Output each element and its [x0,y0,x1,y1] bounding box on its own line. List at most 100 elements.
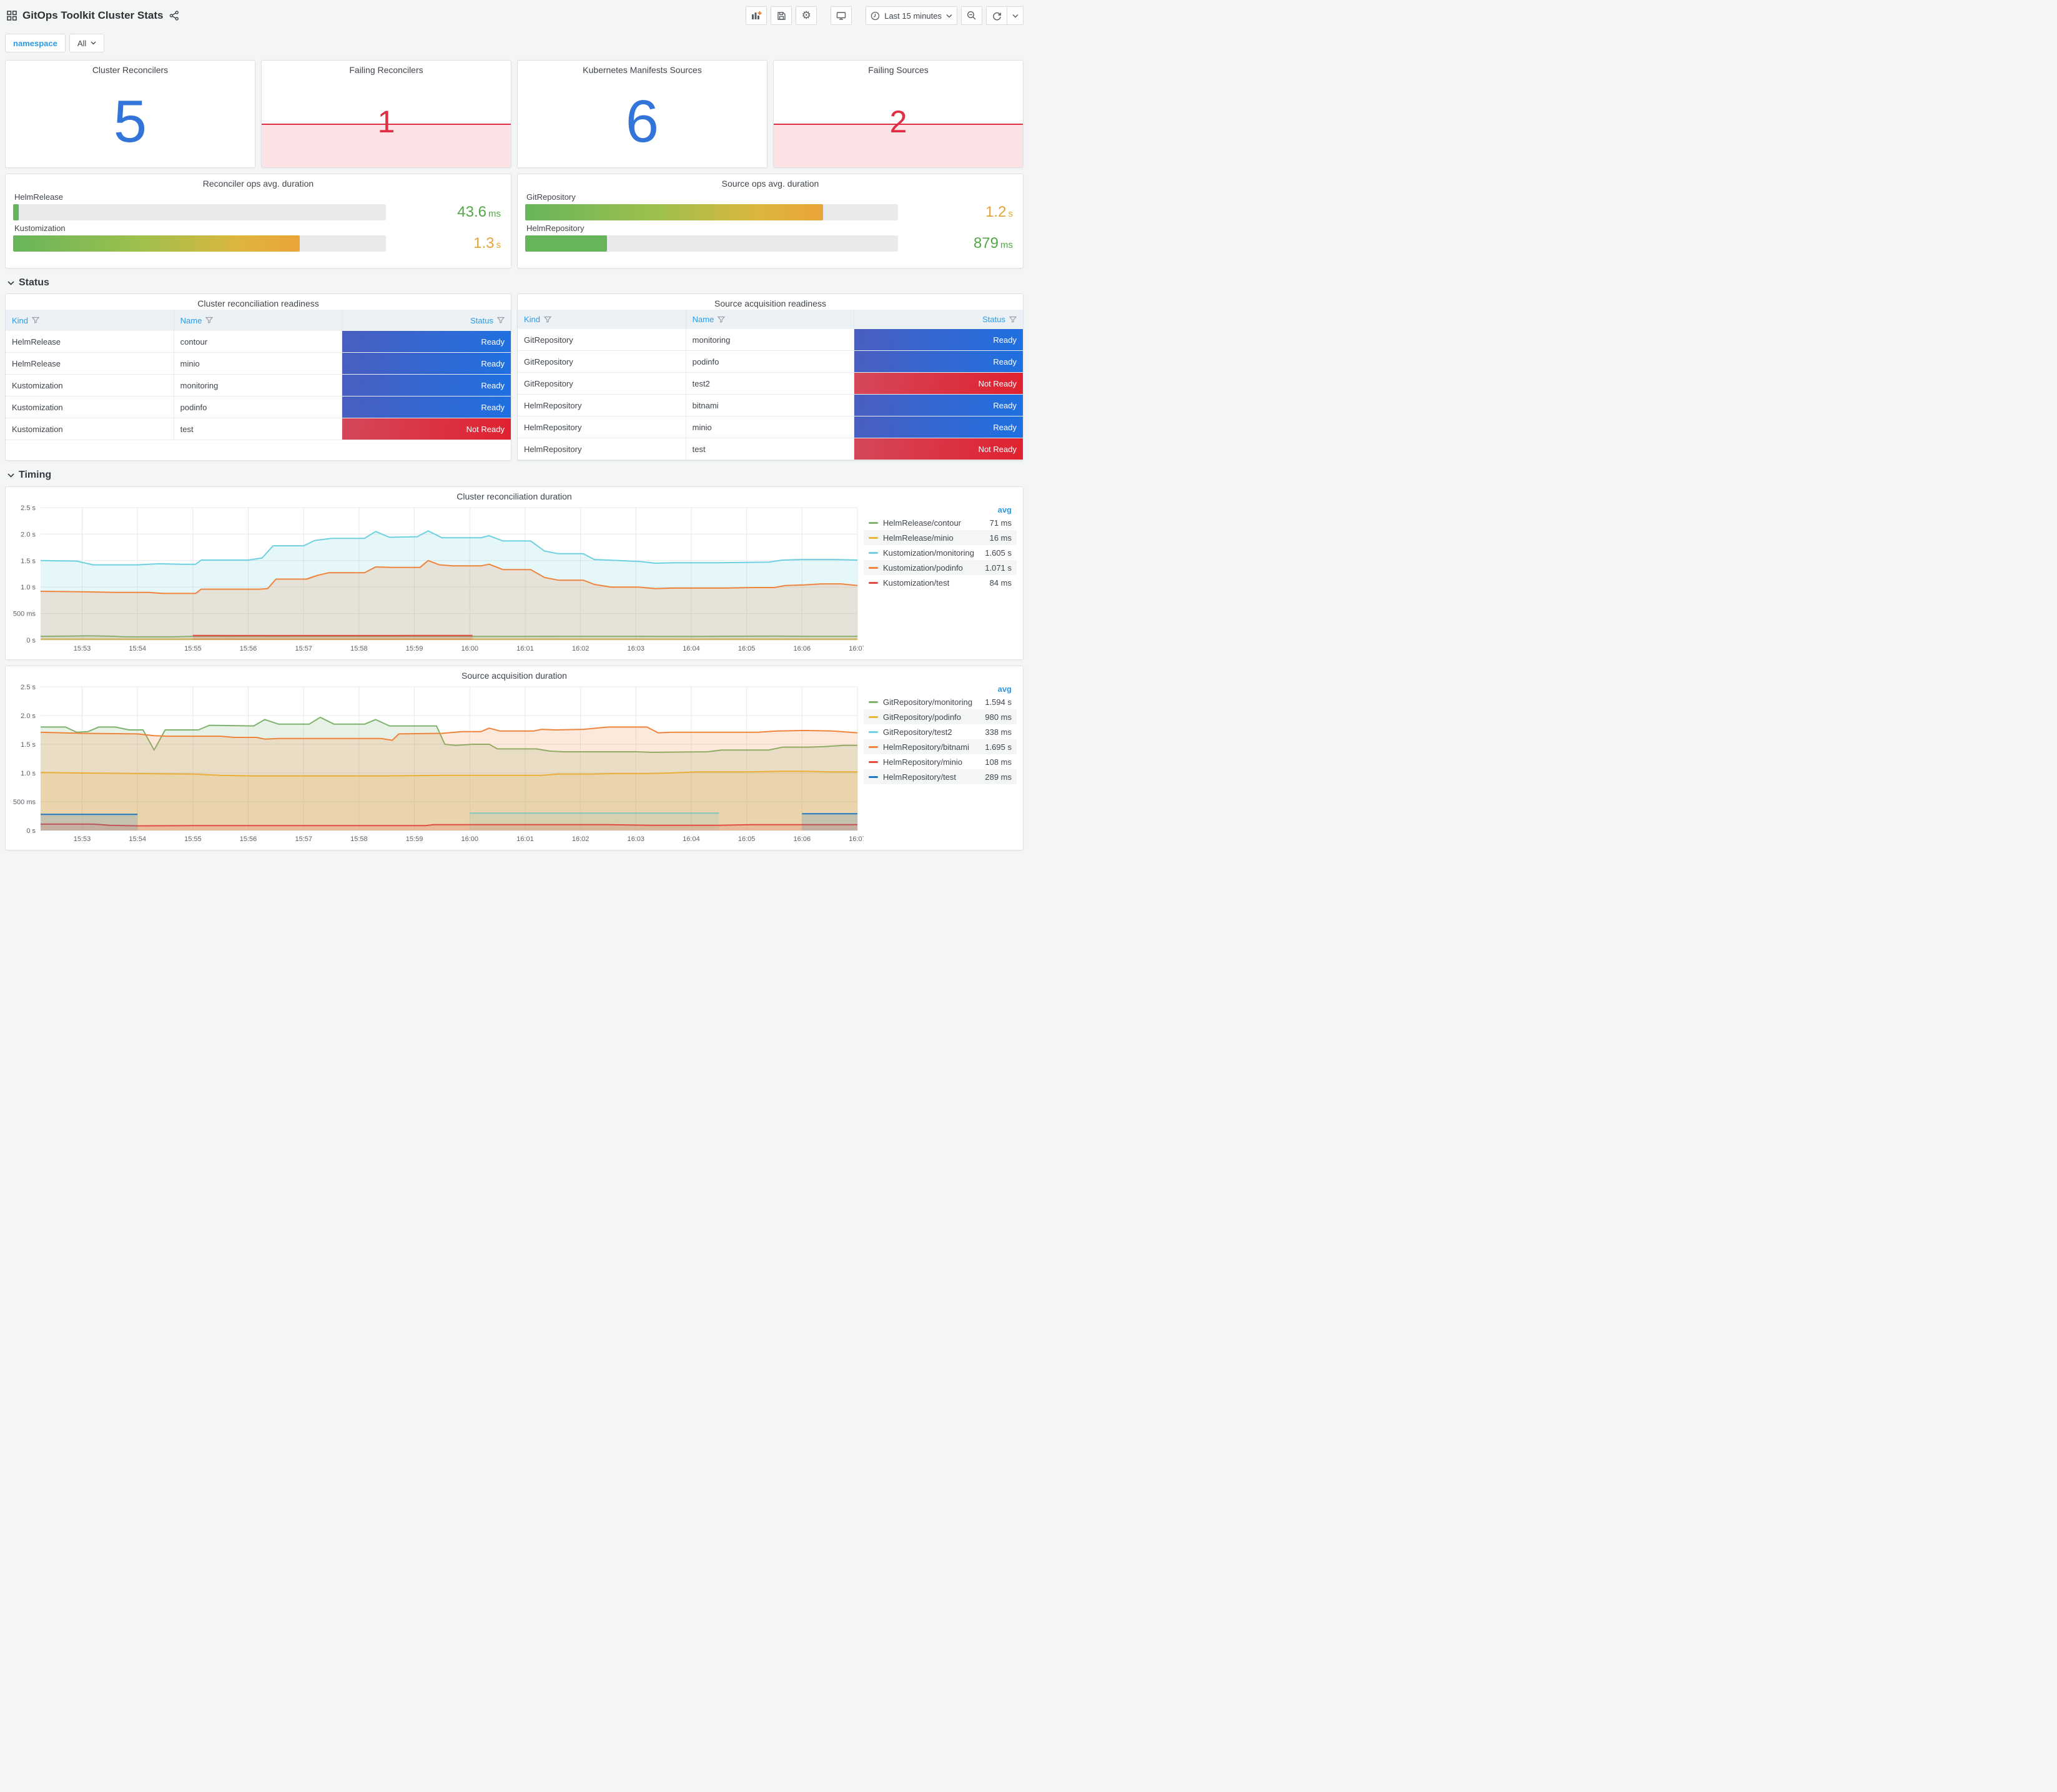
series-color-dash-icon [869,761,878,763]
svg-text:16:03: 16:03 [628,645,645,652]
toolbar: ⚙ Last 15 minutes [746,6,1024,25]
svg-text:16:01: 16:01 [516,645,534,652]
legend-item[interactable]: HelmRepository/bitnami 1.695 s [864,739,1017,754]
chevron-down-icon [7,473,14,478]
table-row: Kustomization podinfo Ready [6,396,511,418]
refresh-button[interactable] [986,6,1007,25]
legend-avg-column-header[interactable]: avg [997,684,1012,694]
time-series-plot[interactable]: 0 s 500 ms 1.0 s 1.5 s 2.0 s 2.5 s 15:53 15:54 1… [6,682,864,847]
stat-panel-failing-sources: Failing Sources 2 [773,60,1024,168]
cell-status: Ready [342,331,511,352]
table-panel-source-acquisition-readiness: Source acquisition readiness Kind Name S… [517,293,1024,461]
legend-item[interactable]: HelmRepository/test 289 ms [864,769,1017,784]
svg-text:15:55: 15:55 [184,645,202,652]
svg-text:500 ms: 500 ms [13,799,36,806]
panel-title[interactable]: Failing Sources [868,65,929,75]
legend-avg-value: 289 ms [985,772,1012,782]
panel-title[interactable]: Cluster Reconcilers [92,65,169,75]
legend-avg-column-header[interactable]: avg [997,505,1012,514]
filter-icon [32,317,40,323]
column-header-kind[interactable]: Kind [6,310,174,331]
legend-item[interactable]: Kustomization/test 84 ms [864,575,1017,590]
bar-gauge-row: GitRepository 1.2 s [525,192,1015,221]
cell-name: minio [686,416,855,438]
add-panel-button[interactable] [746,6,767,25]
svg-text:1.5 s: 1.5 s [21,741,36,749]
panel-title[interactable]: Reconciler ops avg. duration [202,179,314,189]
cell-kind: GitRepository [518,373,686,394]
section-label: Timing [19,470,52,480]
bar-gauge-label: GitRepository [526,192,576,202]
table-body: HelmRelease contour Ready HelmRelease minio R… [6,331,511,440]
svg-text:16:07: 16:07 [849,645,864,652]
column-header-name[interactable]: Name [174,310,343,331]
variable-value-dropdown[interactable]: All [69,34,105,52]
panel-title[interactable]: Source acquisition duration [461,671,567,681]
cell-kind: HelmRepository [518,416,686,438]
time-range-picker[interactable]: Last 15 minutes [866,6,957,25]
settings-icon[interactable]: ⚙ [796,6,817,25]
svg-text:16:07: 16:07 [849,835,864,843]
cell-status: Not Ready [342,418,511,440]
time-series-plot[interactable]: 0 s 500 ms 1.0 s 1.5 s 2.0 s 2.5 s 15:53 15:54 1… [6,503,864,656]
legend-avg-value: 1.605 s [985,548,1012,558]
dashboard-grid-icon[interactable] [6,10,17,21]
cell-name: bitnami [686,395,855,416]
legend-item[interactable]: Kustomization/monitoring 1.605 s [864,545,1017,560]
cell-status: Not Ready [854,438,1023,460]
column-header-kind[interactable]: Kind [518,310,686,329]
legend-item[interactable]: HelmRelease/contour 71 ms [864,515,1017,530]
legend-avg-value: 980 ms [985,712,1012,722]
panel-title[interactable]: Failing Reconcilers [349,65,423,75]
svg-text:15:56: 15:56 [240,835,257,843]
table-row: HelmRepository bitnami Ready [518,395,1023,416]
legend-avg-value: 16 ms [989,533,1012,543]
cell-kind: Kustomization [6,396,174,418]
column-header-name[interactable]: Name [686,310,855,329]
variable-label-namespace[interactable]: namespace [5,34,66,52]
time-series-canvas[interactable]: 0 s 500 ms 1.0 s 1.5 s 2.0 s 2.5 s 15:53 15:54 1… [6,682,864,847]
legend-series-name: HelmRepository/bitnami [883,742,969,752]
legend-item[interactable]: GitRepository/monitoring 1.594 s [864,694,1017,709]
table-panel-cluster-reconciliation-readiness: Cluster reconciliation readiness Kind Na… [5,293,511,461]
legend-item[interactable]: GitRepository/podinfo 980 ms [864,709,1017,724]
refresh-interval-dropdown[interactable] [1007,6,1024,25]
save-dashboard-button[interactable] [771,6,792,25]
legend-item[interactable]: GitRepository/test2 338 ms [864,724,1017,739]
column-header-status[interactable]: Status [854,310,1023,329]
share-icon[interactable] [169,11,179,21]
svg-text:16:03: 16:03 [628,835,645,843]
cell-kind: HelmRelease [6,331,174,352]
legend-avg-value: 1.695 s [985,742,1012,752]
legend-item[interactable]: HelmRelease/minio 16 ms [864,530,1017,545]
time-series-canvas[interactable]: 0 s 500 ms 1.0 s 1.5 s 2.0 s 2.5 s 15:53 15:54 1… [6,503,864,656]
panel-title[interactable]: Kubernetes Manifests Sources [583,65,702,75]
legend-series-name: HelmRepository/minio [883,757,963,767]
svg-text:16:04: 16:04 [683,645,700,652]
svg-text:16:05: 16:05 [738,645,756,652]
column-header-status[interactable]: Status [342,310,511,331]
legend-item[interactable]: Kustomization/podinfo 1.071 s [864,560,1017,575]
cell-status: Ready [854,329,1023,350]
bar-gauge-label: Kustomization [14,224,66,233]
gauge-panel-reconciler-ops: Reconciler ops avg. duration HelmRelease… [5,174,511,268]
panel-title[interactable]: Source acquisition readiness [714,298,826,308]
legend-item[interactable]: HelmRepository/minio 108 ms [864,754,1017,769]
zoom-out-button[interactable] [961,6,982,25]
filter-icon [544,316,552,323]
gauges-row: Reconciler ops avg. duration HelmRelease… [5,174,1024,268]
svg-text:16:06: 16:06 [794,835,811,843]
stat-sparkline [774,123,1023,167]
bar-gauge-fill [525,235,608,252]
series-color-dash-icon [869,551,878,554]
legend-avg-value: 1.071 s [985,563,1012,573]
panel-title[interactable]: Source ops avg. duration [721,179,819,189]
panel-title[interactable]: Cluster reconciliation duration [456,491,572,501]
table-header: Kind Name Status [6,310,511,331]
section-status[interactable]: Status [7,277,1024,288]
tv-mode-button[interactable] [831,6,852,25]
variable-selected-value: All [77,38,87,48]
panel-title[interactable]: Cluster reconciliation readiness [197,298,319,308]
section-timing[interactable]: Timing [7,470,1024,481]
cell-name: test2 [686,373,855,394]
